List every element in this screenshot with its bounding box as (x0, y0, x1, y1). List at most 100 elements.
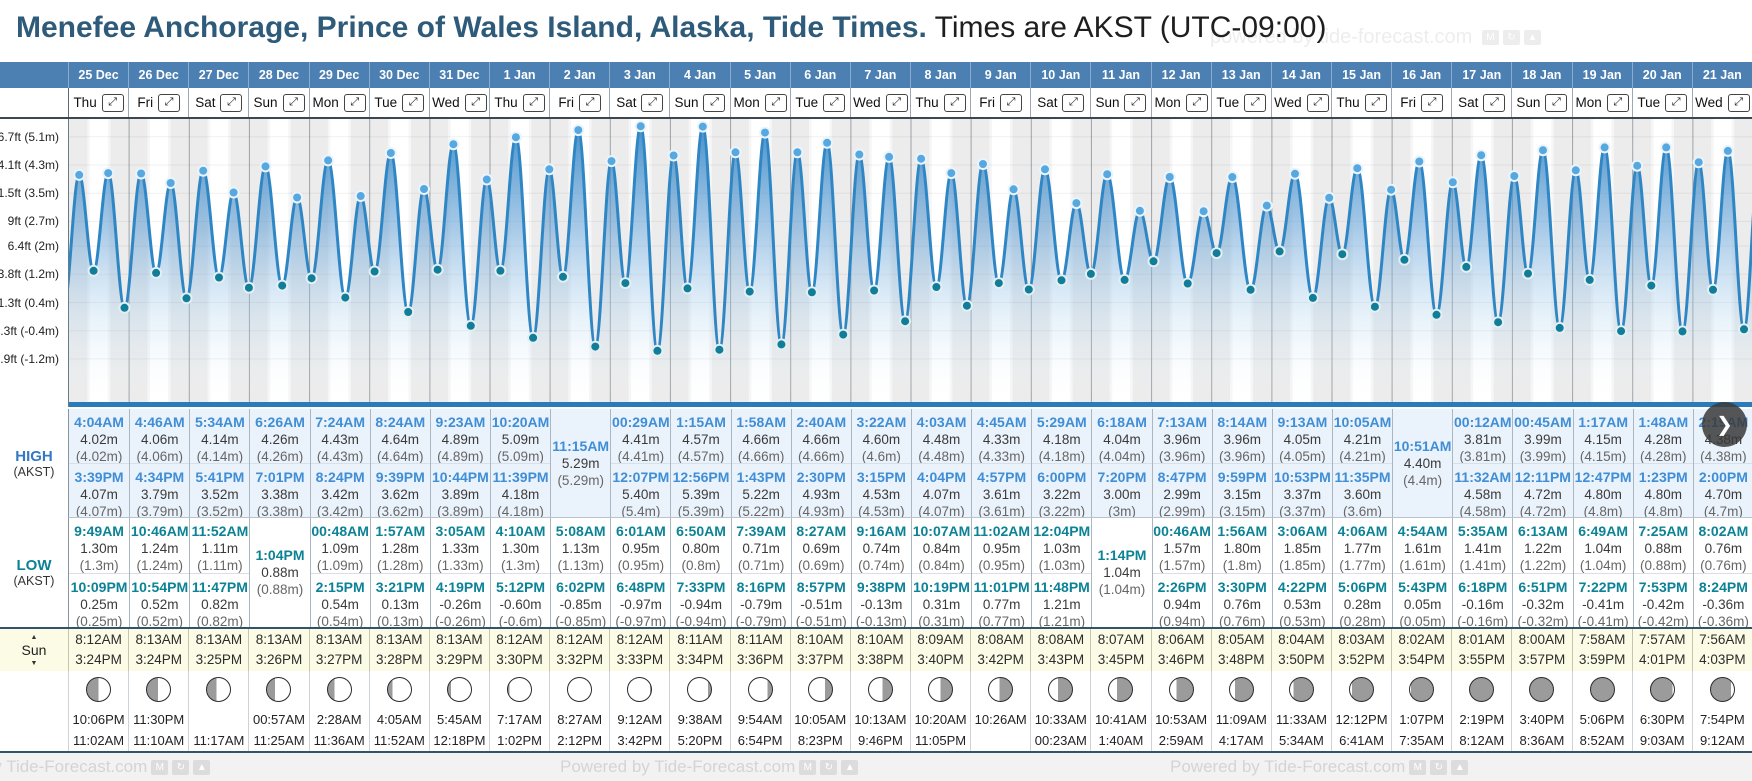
moon-phase-icon (507, 676, 533, 702)
moon-phase-cell (368, 669, 429, 709)
expand-day-button[interactable]: ⤢ (1606, 93, 1629, 112)
expand-day-button[interactable]: ⤢ (1545, 93, 1568, 112)
sun-times-cell: 8:08AM 3:43PM (1030, 629, 1090, 671)
tide-height-paren: (3.15m) (1218, 504, 1266, 517)
expand-day-button[interactable]: ⤢ (522, 93, 545, 112)
moon-phase-cell (128, 669, 188, 709)
expand-day-button[interactable]: ⤢ (1000, 93, 1023, 112)
moon-rise-time: 9:12AM (1691, 730, 1752, 751)
moon-rise-time: 9:03AM (1631, 730, 1692, 751)
tide-height-paren: (3.22m) (1038, 504, 1086, 517)
expand-day-button[interactable]: ⤢ (1185, 93, 1208, 112)
tide-entry: 12:07PM 5.40m (5.4m) (611, 463, 671, 517)
tide-entry: 6:26AM 4.26m (4.26m) (250, 409, 309, 464)
sunrise-time: 8:09AM (917, 632, 964, 647)
expand-day-button[interactable]: ⤢ (1244, 93, 1267, 112)
tide-height: 4.04m (1103, 432, 1141, 447)
tide-height-paren: (0.82m) (196, 614, 244, 627)
tide-height-paren: (-0.6m) (498, 614, 543, 627)
expand-day-button[interactable]: ⤢ (1727, 93, 1750, 112)
tide-time: 11:35PM (1334, 469, 1391, 485)
expand-day-button[interactable]: ⤢ (641, 93, 664, 112)
high-tide-cell: 4:46AM 4.06m (4.06m) 4:34PM 3.79m (3.79m) (129, 409, 190, 517)
weekday-label: Sat (616, 95, 637, 110)
expand-day-button[interactable]: ⤢ (220, 93, 243, 112)
tide-height-paren: (0.88m) (1639, 558, 1687, 573)
tide-height: -0.13m (860, 597, 903, 612)
sunset-time: 3:33PM (616, 652, 664, 667)
expand-day-button[interactable]: ⤢ (1483, 93, 1506, 112)
tide-entry: 10:46AM 1.24m (1.24m) (130, 518, 189, 573)
expand-day-button[interactable]: ⤢ (1665, 93, 1688, 112)
expand-day-button[interactable]: ⤢ (1421, 93, 1444, 112)
expand-day-button[interactable]: ⤢ (1124, 93, 1147, 112)
weekday-label: Fri (979, 95, 996, 110)
moon-rise-time: 11:36AM (308, 730, 369, 751)
sun-times-cell: 8:09AM 3:40PM (909, 629, 970, 671)
watermark-icon: ↻ (1502, 30, 1520, 46)
moon-rise-time: 1:40AM (1090, 730, 1150, 751)
moon-set-time: 11:09AM (1210, 709, 1271, 730)
tide-entry: 4:06AM 1.77m (1.77m) (1333, 518, 1392, 573)
day-weekday-cell: Sun ⤢ (248, 88, 309, 117)
tide-height-paren: (0.76m) (1218, 614, 1266, 627)
expand-day-button[interactable]: ⤢ (282, 93, 305, 112)
expand-day-button[interactable]: ⤢ (885, 93, 908, 112)
expand-day-button[interactable]: ⤢ (703, 93, 726, 112)
tide-time: 2:15PM (315, 579, 365, 595)
tide-time: 4:22PM (1277, 579, 1327, 595)
tide-height-paren: (4.57m) (677, 449, 725, 464)
tide-time: 5:43PM (1398, 579, 1448, 595)
expand-day-button[interactable]: ⤢ (764, 93, 787, 112)
tide-entry: 10:07AM 0.84m (0.84m) (912, 518, 971, 573)
tide-time: 1:15AM (676, 414, 726, 430)
tide-height-paren: (1.3m) (79, 558, 119, 573)
tide-height-paren: (1.11m) (197, 558, 243, 573)
tide-entry: 10:19PM 0.31m (0.31m) (911, 573, 972, 627)
tide-time: 6:49AM (1578, 523, 1628, 539)
tide-height-paren: (4.05m) (1279, 449, 1326, 464)
tide-height: 4.07m (922, 487, 961, 502)
expand-day-button[interactable]: ⤢ (943, 93, 966, 112)
moon-rise-time: 9:46PM (849, 730, 910, 751)
expand-day-button[interactable]: ⤢ (823, 93, 846, 112)
expand-day-button[interactable]: ⤢ (1364, 93, 1387, 112)
tide-height: 4.33m (982, 432, 1021, 447)
day-weekday-cell: Sat ⤢ (1451, 88, 1512, 117)
expand-day-button[interactable]: ⤢ (343, 93, 366, 112)
expand-day-button[interactable]: ⤢ (402, 93, 425, 112)
weekday-label: Wed (853, 95, 881, 110)
expand-day-button[interactable]: ⤢ (1306, 93, 1329, 112)
tide-curve-chart (61, 108, 1752, 407)
y-axis-tick: -1.3ft (-0.4m) (0, 323, 59, 338)
y-axis-tick: 11.5ft (3.5m) (0, 186, 59, 201)
moon-phase-icon (386, 676, 412, 702)
expand-day-button[interactable]: ⤢ (464, 93, 487, 112)
watermark-icon: M (151, 760, 169, 776)
tide-entry: 3:06AM 1.85m (1.85m) (1273, 518, 1332, 573)
tide-height: 4.14m (201, 432, 239, 447)
expand-day-button[interactable]: ⤢ (158, 93, 181, 112)
tide-time: 4:04AM (74, 414, 124, 430)
day-date-header: 29 Dec (308, 62, 369, 88)
expand-day-button[interactable]: ⤢ (1062, 93, 1085, 112)
expand-day-button[interactable]: ⤢ (579, 93, 602, 112)
tide-height-paren: (1.04m) (1579, 558, 1627, 573)
expand-day-button[interactable]: ⤢ (101, 93, 124, 112)
next-days-button[interactable]: ❯ (1702, 402, 1747, 447)
day-date-header: 30 Dec (368, 62, 429, 88)
tide-height-paren: (-0.97m) (615, 614, 667, 627)
tide-entry: 4:54AM 1.61m (1.61m) (1393, 518, 1452, 573)
tide-entry: 11:02AM 0.95m (0.95m) (972, 518, 1031, 573)
day-weekday-cell: Fri ⤢ (970, 88, 1031, 117)
tide-height: 4.64m (381, 432, 420, 447)
tide-time: 1:48AM (1638, 414, 1689, 430)
tide-time: 7:53PM (1638, 579, 1688, 595)
tide-entry: 4:57PM 3.61m (3.61m) (972, 463, 1032, 517)
sun-times-cell: 8:12AM 3:32PM (549, 629, 609, 671)
day-date-header: 1 Jan (488, 62, 549, 88)
moon-set-time: 7:17AM (488, 709, 549, 730)
day-date-header: 28 Dec (248, 62, 308, 88)
tide-height-paren: (4.15m) (1579, 449, 1627, 464)
high-tide-cell: 4:03AM 4.48m (4.48m) 4:04PM 4.07m (4.07m) (910, 409, 972, 517)
